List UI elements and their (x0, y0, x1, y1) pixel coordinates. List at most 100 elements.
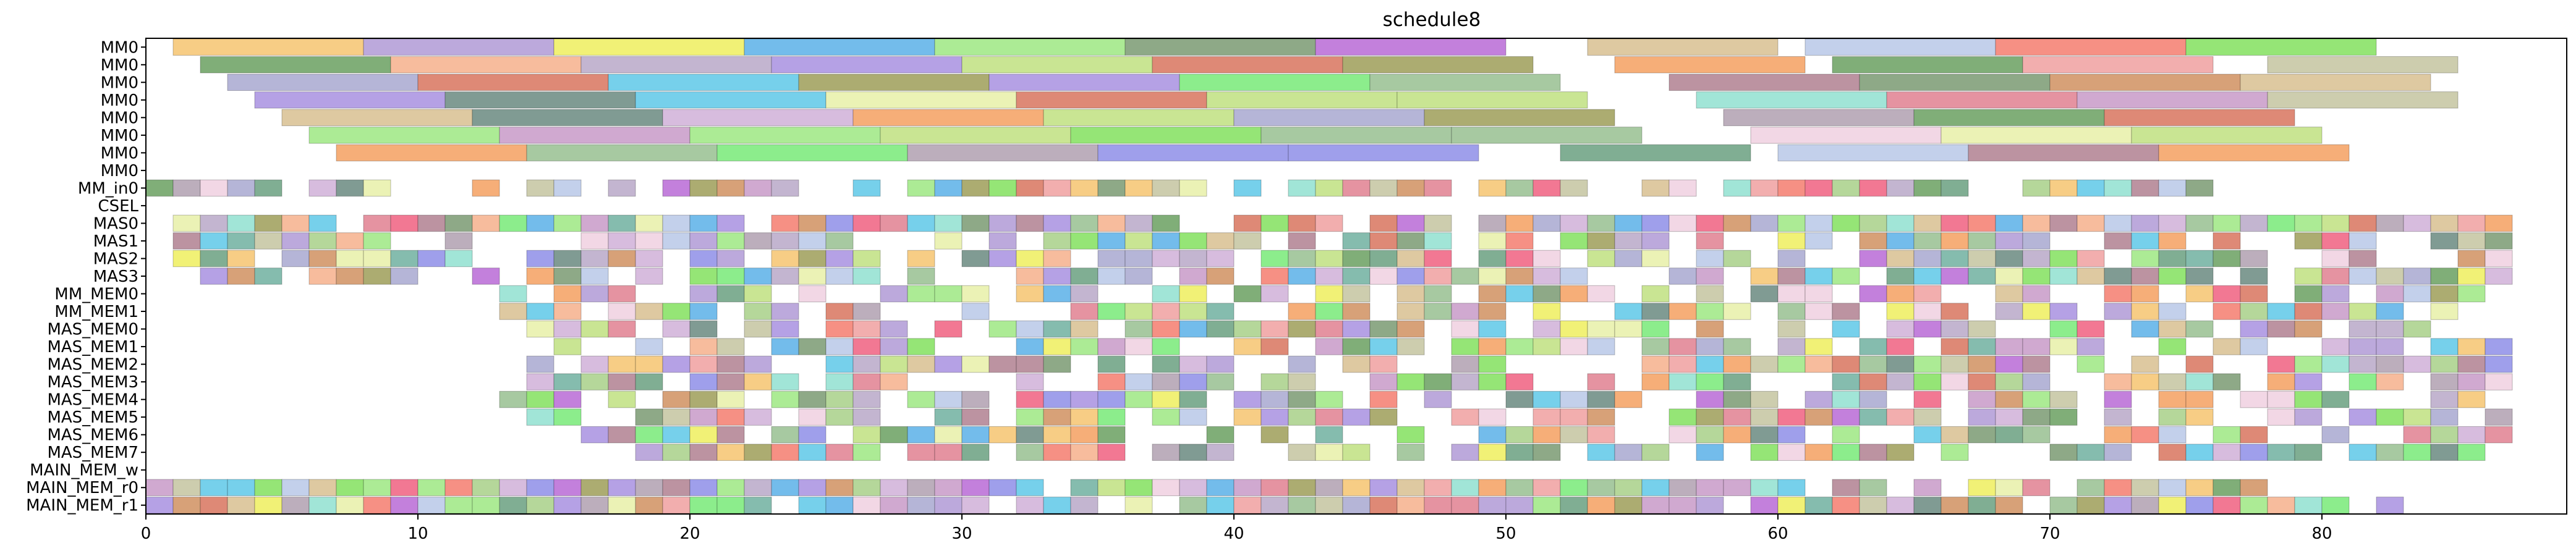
bar-mas_mem5 (2403, 408, 2431, 426)
bar-mas_mem5 (1288, 408, 1316, 426)
bar-mas1 (1396, 232, 1425, 250)
bar-main_mem_r0 (1614, 479, 1643, 496)
bar-mm_in0 (308, 179, 337, 197)
bar-mas_mem0 (852, 320, 881, 338)
y-tick-label: MAIN_MEM_r0 (26, 479, 138, 497)
bar-mas_mem4 (2022, 390, 2051, 408)
bar-mm_in0 (1315, 179, 1343, 197)
bar-mas3 (1941, 267, 1969, 285)
bar-mas_mem3 (1369, 373, 1398, 390)
bar-mas_mem6 (988, 426, 1017, 444)
bar-main_mem_r1 (444, 496, 473, 514)
bar-mas3 (1424, 267, 1452, 285)
bar-mas_mem3 (1641, 373, 1670, 390)
bar-mm_mem1 (1886, 303, 1915, 320)
y-tick-label: MM0 (101, 162, 138, 180)
bar-mas2 (227, 250, 255, 267)
bar-mas_mem5 (2376, 408, 2404, 426)
bar-mas_mem0 (2403, 320, 2431, 338)
bar-main_mem_r0 (2131, 479, 2159, 496)
bar-mas_mem4 (771, 390, 799, 408)
y-tick-label: MAS1 (93, 232, 138, 251)
bar-mas_mem2 (1913, 355, 1942, 373)
bar-mas0 (2158, 214, 2187, 232)
bar-mas3 (1342, 267, 1371, 285)
bar-mm_mem1 (1206, 303, 1235, 320)
bar-main_mem_r0 (580, 479, 609, 496)
bar-mas_mem7 (1315, 444, 1343, 461)
bar-mm_mem1 (1097, 303, 1126, 320)
bar-mas_mem2 (1288, 355, 1316, 373)
bar-mm_in0 (1668, 179, 1697, 197)
bar-main_mem_r0 (1832, 479, 1860, 496)
bar-mas3 (1995, 267, 2023, 285)
bar-mas_mem2 (2457, 355, 2486, 373)
bar-mm0-5 (689, 127, 881, 144)
bar-mas_mem5 (1886, 408, 1915, 426)
bar-mm0-1 (1614, 56, 1806, 74)
y-tick-label: MAIN_MEM_r1 (26, 497, 138, 515)
bar-mas_mem5 (662, 408, 691, 426)
bar-mas0 (716, 214, 745, 232)
bar-mas_mem4 (2049, 390, 2078, 408)
bar-mas0 (2049, 214, 2078, 232)
bar-mas2 (2077, 250, 2105, 267)
bar-mas_mem5 (1995, 408, 2023, 426)
bar-main_mem_r1 (1696, 496, 1724, 514)
bar-mas0 (2022, 214, 2051, 232)
bar-main_mem_r1 (1369, 496, 1398, 514)
bar-main_mem_r0 (1369, 479, 1398, 496)
bar-mas1 (2104, 232, 2132, 250)
bar-mm0-3 (254, 91, 446, 109)
bar-mas0 (2321, 214, 2350, 232)
bar-mas_mem6 (1696, 426, 1724, 444)
bar-mas1 (2213, 232, 2241, 250)
bar-mas_mem2 (2267, 355, 2295, 373)
bar-mas_mem5 (1478, 408, 1507, 426)
bar-mas2 (281, 250, 310, 267)
bar-main_mem_r1 (2077, 496, 2105, 514)
bar-main_mem_r1 (308, 496, 337, 514)
bar-mas_mem6 (580, 426, 609, 444)
bar-mas_mem7 (1886, 444, 1915, 461)
bar-mm_in0 (1478, 179, 1507, 197)
y-tick-label: MM_MEM1 (54, 303, 138, 321)
bar-mas_mem1 (2349, 338, 2377, 355)
bar-mm0-4 (1043, 109, 1235, 127)
bar-main_mem_r1 (1804, 496, 1833, 514)
bar-mm0-6 (1777, 144, 1969, 162)
bar-mas0 (1968, 214, 1996, 232)
bar-mas_mem7 (1179, 444, 1207, 461)
bar-mm_mem1 (1913, 303, 1942, 320)
bar-mas0 (798, 214, 827, 232)
bar-mm_mem1 (1288, 303, 1316, 320)
bar-mas_mem3 (1097, 373, 1126, 390)
bar-mas0 (1668, 214, 1697, 232)
bar-mas0 (1859, 214, 1887, 232)
bar-mas_mem2 (1043, 355, 1071, 373)
bar-main_mem_r0 (988, 479, 1017, 496)
bar-main_mem_r0 (336, 479, 364, 496)
bar-mas3 (1560, 267, 1588, 285)
bar-mas0 (1505, 214, 1534, 232)
bar-mas_mem2 (1941, 355, 1969, 373)
bar-mas_mem4 (1587, 390, 1615, 408)
bar-mas_mem7 (1941, 444, 1969, 461)
bar-mas1 (1233, 232, 1262, 250)
bar-mas_mem5 (1913, 408, 1942, 426)
bar-mm_in0 (608, 179, 636, 197)
bar-mas_mem0 (1124, 320, 1153, 338)
bar-mas2 (2158, 250, 2187, 267)
bar-mas_mem2 (2131, 355, 2159, 373)
bar-mm0-5 (1260, 127, 1452, 144)
bar-mas_mem4 (1913, 390, 1942, 408)
bar-mas_mem1 (2240, 338, 2268, 355)
bar-mas_mem0 (1369, 320, 1398, 338)
bar-mm0-2 (798, 74, 990, 91)
bar-mm_in0 (1832, 179, 1860, 197)
bar-main_mem_r0 (1097, 479, 1126, 496)
bar-mas1 (635, 232, 663, 250)
bar-mas_mem2 (1777, 355, 1806, 373)
bar-mas_mem5 (1532, 408, 1561, 426)
bar-mas_mem7 (1859, 444, 1887, 461)
